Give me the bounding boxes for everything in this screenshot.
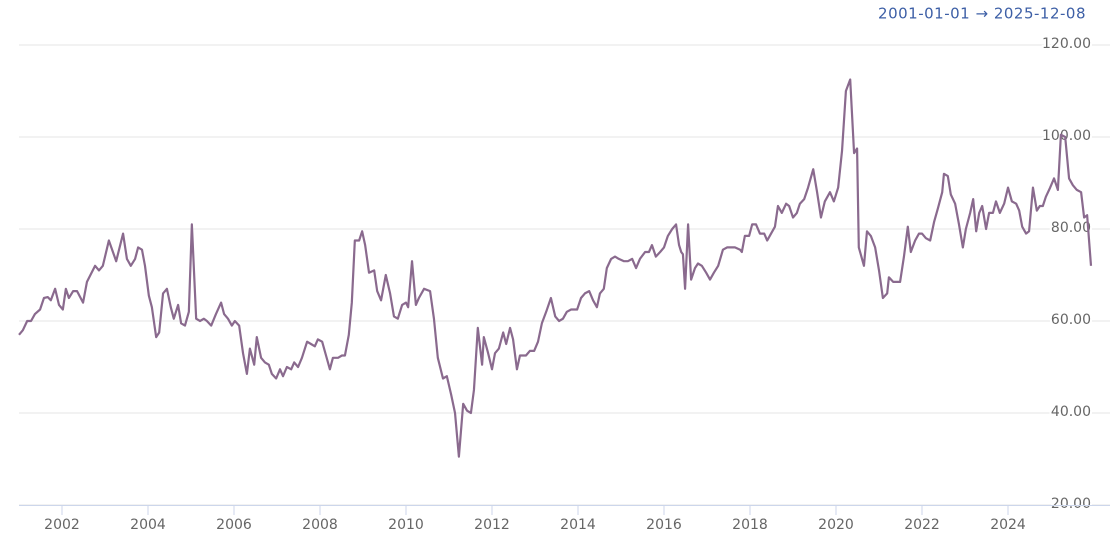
- x-tick-label: 2014: [560, 517, 596, 533]
- x-tick-label: 2004: [130, 517, 166, 533]
- x-tick-label: 2018: [732, 517, 768, 533]
- data-line: [18, 78, 1093, 458]
- y-tick-label: 20.00: [1051, 496, 1091, 512]
- y-tick-label: 100.00: [1042, 128, 1091, 144]
- x-tick-label: 2020: [818, 517, 854, 533]
- x-tick-label: 2010: [388, 517, 424, 533]
- date-range: 2001-01-01 → 2025-12-08: [878, 5, 1086, 23]
- x-tick-label: 2012: [474, 517, 510, 533]
- y-tick-label: 120.00: [1042, 36, 1091, 52]
- x-tick-label: 2016: [646, 517, 682, 533]
- x-tick-label: 2002: [44, 517, 80, 533]
- x-tick-label: 2022: [904, 517, 940, 533]
- x-tick-label: 2006: [216, 517, 252, 533]
- x-tick-label: 2024: [990, 517, 1026, 533]
- y-tick-label: 40.00: [1051, 404, 1091, 420]
- x-tick-label: 2008: [302, 517, 338, 533]
- y-tick-label: 80.00: [1051, 220, 1091, 236]
- y-tick-label: 60.00: [1051, 312, 1091, 328]
